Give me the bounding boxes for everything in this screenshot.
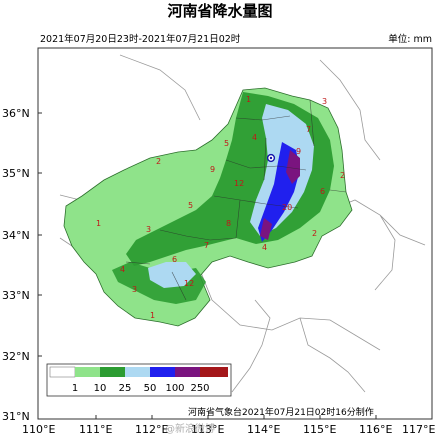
legend-label: 250 [190, 383, 209, 394]
legend-label: 25 [119, 383, 132, 394]
station-value: 5 [188, 201, 193, 210]
station-value: 3 [322, 97, 327, 106]
lat-axis: 36°N 35°N 34°N 33°N 32°N 31°N [2, 107, 42, 423]
station-value: 6 [320, 187, 325, 196]
rain-core-100-250 [286, 150, 300, 184]
station-values: 1 3 4 7 2 9 12 6 5 20 1 3 8 2 4 6 1 3 12… [96, 95, 345, 320]
lon-label: 112°E [135, 423, 168, 436]
station-value: 7 [204, 241, 209, 250]
legend-swatch-5 [175, 367, 200, 377]
unit-label: 单位: mm [388, 34, 432, 45]
station-value: 4 [252, 133, 257, 142]
station-value: 12 [234, 179, 244, 188]
lon-label: 116°E [359, 423, 392, 436]
lon-label: 115°E [303, 423, 336, 436]
legend-label: 10 [94, 383, 107, 394]
lat-label: 35°N [2, 167, 30, 180]
lat-label: 36°N [2, 107, 30, 120]
city-markers [266, 153, 276, 163]
legend-label: 50 [144, 383, 157, 394]
station-value: 3 [146, 225, 151, 234]
prefecture-boundaries [125, 99, 347, 301]
rain-band-25-50-west [148, 262, 196, 288]
station-value: 5 [224, 139, 229, 148]
legend-swatch-1 [75, 367, 100, 377]
lon-label: 110°E [22, 423, 55, 436]
lat-label: 34°N [2, 229, 30, 242]
station-value: 3 [132, 285, 137, 294]
station-value: 2 [156, 157, 161, 166]
station-value: 7 [306, 125, 311, 134]
station-value: 1 [150, 311, 155, 320]
legend-label: 1 [72, 383, 78, 394]
legend-swatch-0 [49, 366, 76, 378]
station-value: 2 [340, 171, 345, 180]
lat-label: 33°N [2, 289, 30, 302]
rain-core-100-250-south [260, 218, 272, 240]
station-value: 8 [226, 219, 231, 228]
color-legend: 1 10 25 50 100 250 [46, 363, 232, 397]
legend-swatch-4 [150, 367, 175, 377]
lon-label: 117°E [402, 423, 435, 436]
station-value: 12 [184, 279, 194, 288]
legend-swatch-6 [200, 367, 228, 377]
station-value: 20 [282, 203, 292, 212]
station-value: 9 [296, 147, 301, 156]
lon-label: 113°E [191, 423, 224, 436]
station-value: 9 [210, 165, 215, 174]
station-value: 2 [312, 229, 317, 238]
legend-swatch-2 [100, 367, 125, 377]
issuer-footer: 河南省气象台2021年07月21日02时16分制作 [188, 408, 374, 418]
station-value: 4 [120, 265, 125, 274]
legend-swatch-3 [125, 367, 150, 377]
station-value: 6 [172, 255, 177, 264]
lon-label: 111°E [79, 423, 112, 436]
station-value: 4 [262, 243, 267, 252]
time-period: 2021年07月20日23时-2021年07月21日02时 [40, 34, 241, 45]
station-value: 1 [96, 219, 101, 228]
legend-label: 100 [165, 383, 184, 394]
station-value: 1 [246, 95, 251, 104]
map-title: 河南省降水量图 [167, 2, 273, 20]
capital-dot [269, 156, 273, 160]
lon-axis: 110°E 111°E 112°E 113°E 114°E 115°E 116°… [22, 415, 435, 436]
watermark: @新浪微博 [165, 424, 215, 435]
lat-label: 32°N [2, 350, 30, 363]
lat-label: 31°N [2, 410, 30, 423]
lon-label: 114°E [247, 423, 280, 436]
